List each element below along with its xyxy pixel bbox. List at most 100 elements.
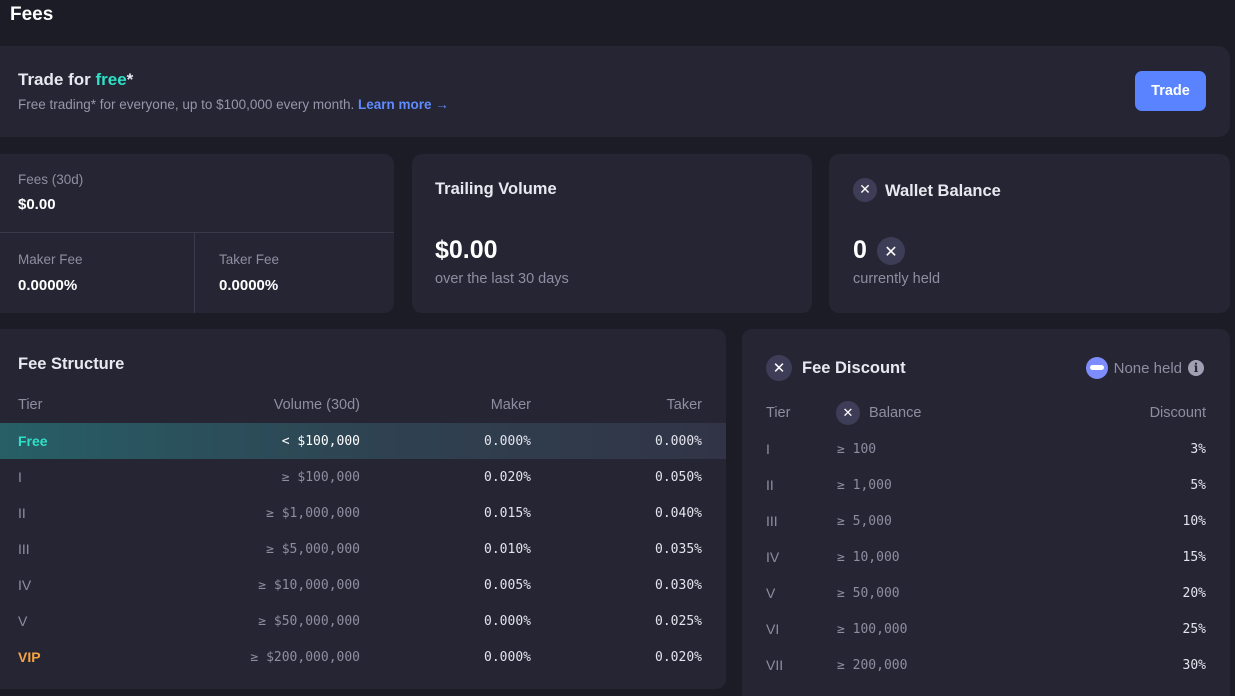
tier-cell: III (18, 541, 30, 557)
balance-cell: ≥ 50,000 (837, 585, 900, 601)
table-row: Free < $100,000 0.000% 0.000% (0, 423, 726, 459)
tier-cell: IV (766, 549, 780, 565)
table-row: V ≥ $50,000,000 0.000% 0.025% (0, 603, 726, 639)
balance-cell: ≥ 10,000 (837, 549, 900, 565)
col-tier: Tier (18, 397, 43, 413)
promo-title-accent: free (95, 70, 127, 89)
maker-cell: 0.000% (484, 649, 531, 665)
tier-cell: VIP (18, 649, 41, 665)
table-row: I ≥ 100 3% (742, 431, 1230, 467)
tier-cell: II (766, 477, 774, 493)
fee-discount-title: Fee Discount (802, 359, 906, 377)
maker-fee-label: Maker Fee (18, 252, 83, 267)
x-token-icon: ✕ (766, 355, 792, 381)
discount-cell: 30% (1182, 657, 1206, 673)
volume-cell: < $100,000 (281, 433, 360, 449)
table-row: I ≥ $100,000 0.020% 0.050% (0, 459, 726, 495)
wallet-balance-title: Wallet Balance (885, 182, 1001, 200)
balance-cell: ≥ 100 (837, 441, 877, 457)
info-icon[interactable]: i (1188, 360, 1204, 376)
fee-structure-title: Fee Structure (18, 355, 125, 373)
maker-cell: 0.010% (484, 541, 531, 557)
divider (194, 233, 195, 313)
promo-banner: Trade for free* Free trading* for everyo… (0, 46, 1230, 137)
discount-cell: 20% (1182, 585, 1206, 601)
learn-more-link[interactable]: Learn more → (357, 97, 449, 112)
fee-structure-card: Fee Structure Tier Volume (30d) Maker Ta… (0, 329, 726, 689)
maker-cell: 0.005% (484, 577, 531, 593)
wallet-balance-card: ✕ Wallet Balance 0 ✕ currently held (829, 154, 1230, 313)
fees-30d-label: Fees (30d) (18, 172, 84, 187)
maker-cell: 0.020% (484, 469, 531, 485)
trailing-volume-title: Trailing Volume (435, 180, 557, 198)
volume-cell: ≥ $5,000,000 (266, 541, 360, 557)
taker-fee-label: Taker Fee (219, 252, 280, 267)
table-row: IV ≥ 10,000 15% (742, 539, 1230, 575)
table-row: VI ≥ 100,000 25% (742, 611, 1230, 647)
volume-cell: ≥ $100,000 (281, 469, 360, 485)
discount-cell: 3% (1190, 441, 1206, 457)
table-row: II ≥ $1,000,000 0.015% 0.040% (0, 495, 726, 531)
tier-cell: VI (766, 621, 780, 637)
volume-cell: ≥ $50,000,000 (258, 613, 360, 629)
volume-cell: ≥ $200,000,000 (250, 649, 360, 665)
col-taker: Taker (666, 397, 702, 413)
taker-cell: 0.040% (655, 505, 702, 521)
promo-subtitle-text: Free trading* for everyone, up to $100,0… (18, 97, 355, 112)
promo-title-prefix: Trade for (18, 70, 96, 89)
taker-fee-value: 0.0000% (219, 277, 279, 294)
discount-cell: 25% (1182, 621, 1206, 637)
tier-cell: I (18, 469, 22, 485)
taker-cell: 0.030% (655, 577, 702, 593)
wallet-balance-value: 0 (853, 236, 867, 264)
volume-cell: ≥ $1,000,000 (266, 505, 360, 521)
volume-cell: ≥ $10,000,000 (258, 577, 360, 593)
x-token-icon: ✕ (836, 401, 860, 425)
discount-cell: 10% (1182, 513, 1206, 529)
promo-subtitle: Free trading* for everyone, up to $100,0… (18, 97, 449, 112)
table-row: III ≥ $5,000,000 0.010% 0.035% (0, 531, 726, 567)
tier-cell: II (18, 505, 26, 521)
tier-cell: IV (18, 577, 32, 593)
col-tier: Tier (766, 405, 791, 421)
holding-status: None held i (1085, 357, 1204, 379)
page-title: Fees (10, 4, 54, 25)
tier-cell: V (18, 613, 28, 629)
balance-cell: ≥ 5,000 (837, 513, 892, 529)
tier-cell: VII (766, 657, 784, 673)
maker-cell: 0.000% (484, 613, 531, 629)
maker-cell: 0.000% (484, 433, 531, 449)
balance-cell: ≥ 1,000 (837, 477, 892, 493)
table-row: VII ≥ 200,000 30% (742, 647, 1230, 683)
divider (0, 232, 394, 233)
x-token-icon: ✕ (853, 178, 877, 202)
col-maker: Maker (490, 397, 531, 413)
maker-fee-value: 0.0000% (18, 277, 78, 294)
trailing-volume-card: Trailing Volume $0.00 over the last 30 d… (412, 154, 812, 313)
balance-cell: ≥ 100,000 (837, 621, 908, 637)
table-row: III ≥ 5,000 10% (742, 503, 1230, 539)
maker-cell: 0.015% (484, 505, 531, 521)
table-row: VIP ≥ $200,000,000 0.000% 0.020% (0, 639, 726, 675)
wallet-balance-sub: currently held (853, 271, 941, 287)
table-row: II ≥ 1,000 5% (742, 467, 1230, 503)
table-row: IV ≥ $10,000,000 0.005% 0.030% (0, 567, 726, 603)
taker-cell: 0.035% (655, 541, 702, 557)
taker-cell: 0.000% (655, 433, 702, 449)
col-discount: Discount (1149, 405, 1206, 421)
fees-30d-value: $0.00 (18, 196, 56, 213)
x-token-icon: ✕ (877, 237, 905, 265)
col-balance: Balance (869, 405, 922, 421)
tier-cell: I (766, 441, 770, 457)
balance-cell: ≥ 200,000 (837, 657, 908, 673)
fee-discount-card: ✕ Fee Discount None held i Tier ✕ Balanc… (742, 329, 1230, 696)
trade-button[interactable]: Trade (1135, 71, 1206, 111)
promo-title-suffix: * (126, 70, 134, 89)
col-volume: Volume (30d) (273, 397, 360, 413)
tier-cell: III (766, 513, 778, 529)
tier-cell: Free (18, 433, 48, 449)
trailing-volume-value: $0.00 (435, 236, 498, 264)
mascot-icon (1085, 357, 1108, 379)
taker-cell: 0.020% (655, 649, 702, 665)
tier-cell: V (766, 585, 776, 601)
